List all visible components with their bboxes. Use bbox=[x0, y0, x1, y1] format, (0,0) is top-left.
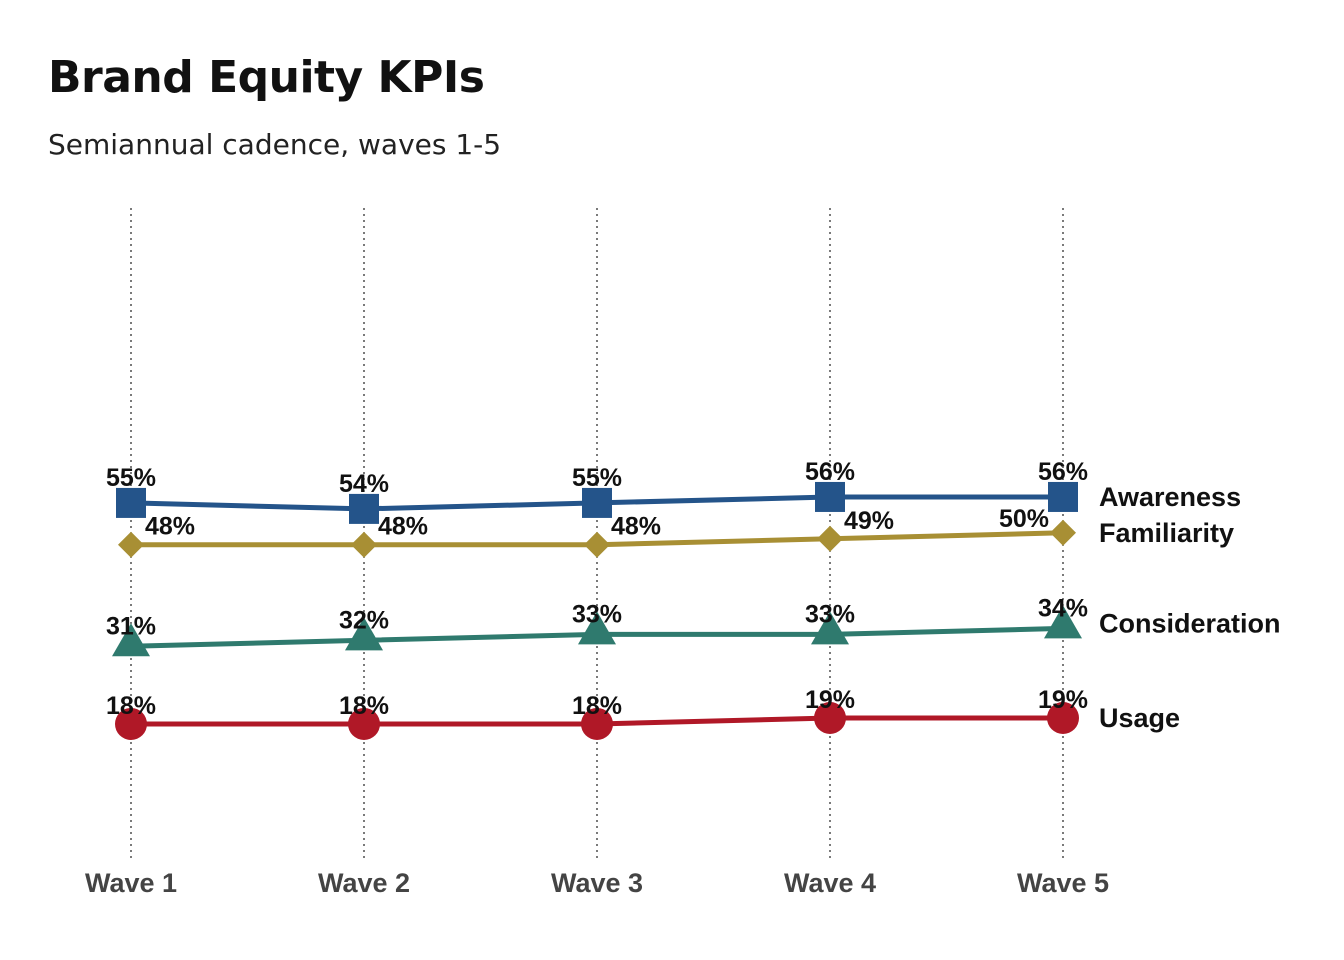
data-label: 56% bbox=[805, 458, 855, 486]
data-label: 49% bbox=[844, 507, 894, 535]
data-label: 18% bbox=[572, 692, 622, 720]
data-label: 18% bbox=[339, 692, 389, 720]
data-label: 55% bbox=[572, 464, 622, 492]
awareness-marker bbox=[582, 487, 612, 518]
x-axis-ticks: Wave 1 Wave 2 Wave 3 Wave 4 Wave 5 bbox=[85, 868, 1109, 898]
data-label: 48% bbox=[611, 513, 661, 541]
usage-marker bbox=[1047, 701, 1079, 734]
x-tick-label: Wave 1 bbox=[85, 868, 177, 898]
familiarity-marker bbox=[1050, 519, 1076, 546]
series-label-consideration: Consideration bbox=[1099, 608, 1281, 638]
x-tick-label: Wave 2 bbox=[318, 868, 410, 898]
familiarity-marker bbox=[118, 531, 144, 558]
familiarity-marker bbox=[584, 531, 610, 558]
usage-marker bbox=[348, 707, 380, 740]
familiarity-marker bbox=[817, 525, 843, 552]
data-label: 33% bbox=[805, 600, 855, 628]
x-tick-label: Wave 4 bbox=[784, 868, 876, 898]
data-label: 48% bbox=[378, 513, 428, 541]
consideration-marker bbox=[1044, 605, 1082, 639]
data-label: 55% bbox=[106, 464, 156, 492]
series-label-usage: Usage bbox=[1099, 703, 1180, 733]
consideration-marker bbox=[345, 617, 383, 651]
data-label: 32% bbox=[339, 606, 389, 634]
data-label: 48% bbox=[145, 513, 195, 541]
consideration-marker bbox=[578, 611, 616, 645]
x-tick-label: Wave 5 bbox=[1017, 868, 1109, 898]
data-label: 34% bbox=[1038, 594, 1088, 622]
data-label: 19% bbox=[805, 686, 855, 714]
data-label: 31% bbox=[106, 612, 156, 640]
chart-subtitle: Semiannual cadence, waves 1-5 bbox=[48, 128, 502, 161]
data-label: 50% bbox=[999, 505, 1049, 533]
familiarity-marker bbox=[351, 531, 377, 558]
series-label-familiarity: Familiarity bbox=[1099, 518, 1234, 548]
data-label: 33% bbox=[572, 600, 622, 628]
awareness-marker bbox=[1048, 481, 1078, 512]
data-label: 56% bbox=[1038, 458, 1088, 486]
usage-marker bbox=[115, 707, 147, 740]
awareness-marker bbox=[815, 481, 845, 512]
series-label-awareness: Awareness bbox=[1099, 482, 1241, 512]
data-label: 19% bbox=[1038, 686, 1088, 714]
consideration-marker bbox=[811, 611, 849, 645]
usage-marker bbox=[581, 707, 613, 740]
awareness-marker bbox=[349, 493, 379, 524]
data-label: 18% bbox=[106, 692, 156, 720]
chart-title: Brand Equity KPIs bbox=[48, 52, 485, 103]
data-labels: 55% 54% 55% 56% 56% 48% 48% 48% 49% 50% 31% 32% 33% 3… bbox=[106, 458, 1088, 720]
series-markers bbox=[112, 481, 1082, 740]
series-labels: Awareness Familiarity Consideration Usage bbox=[1099, 482, 1281, 733]
consideration-marker bbox=[112, 623, 150, 657]
x-tick-label: Wave 3 bbox=[551, 868, 643, 898]
awareness-marker bbox=[116, 487, 146, 518]
usage-marker bbox=[814, 701, 846, 734]
data-label: 54% bbox=[339, 470, 389, 498]
